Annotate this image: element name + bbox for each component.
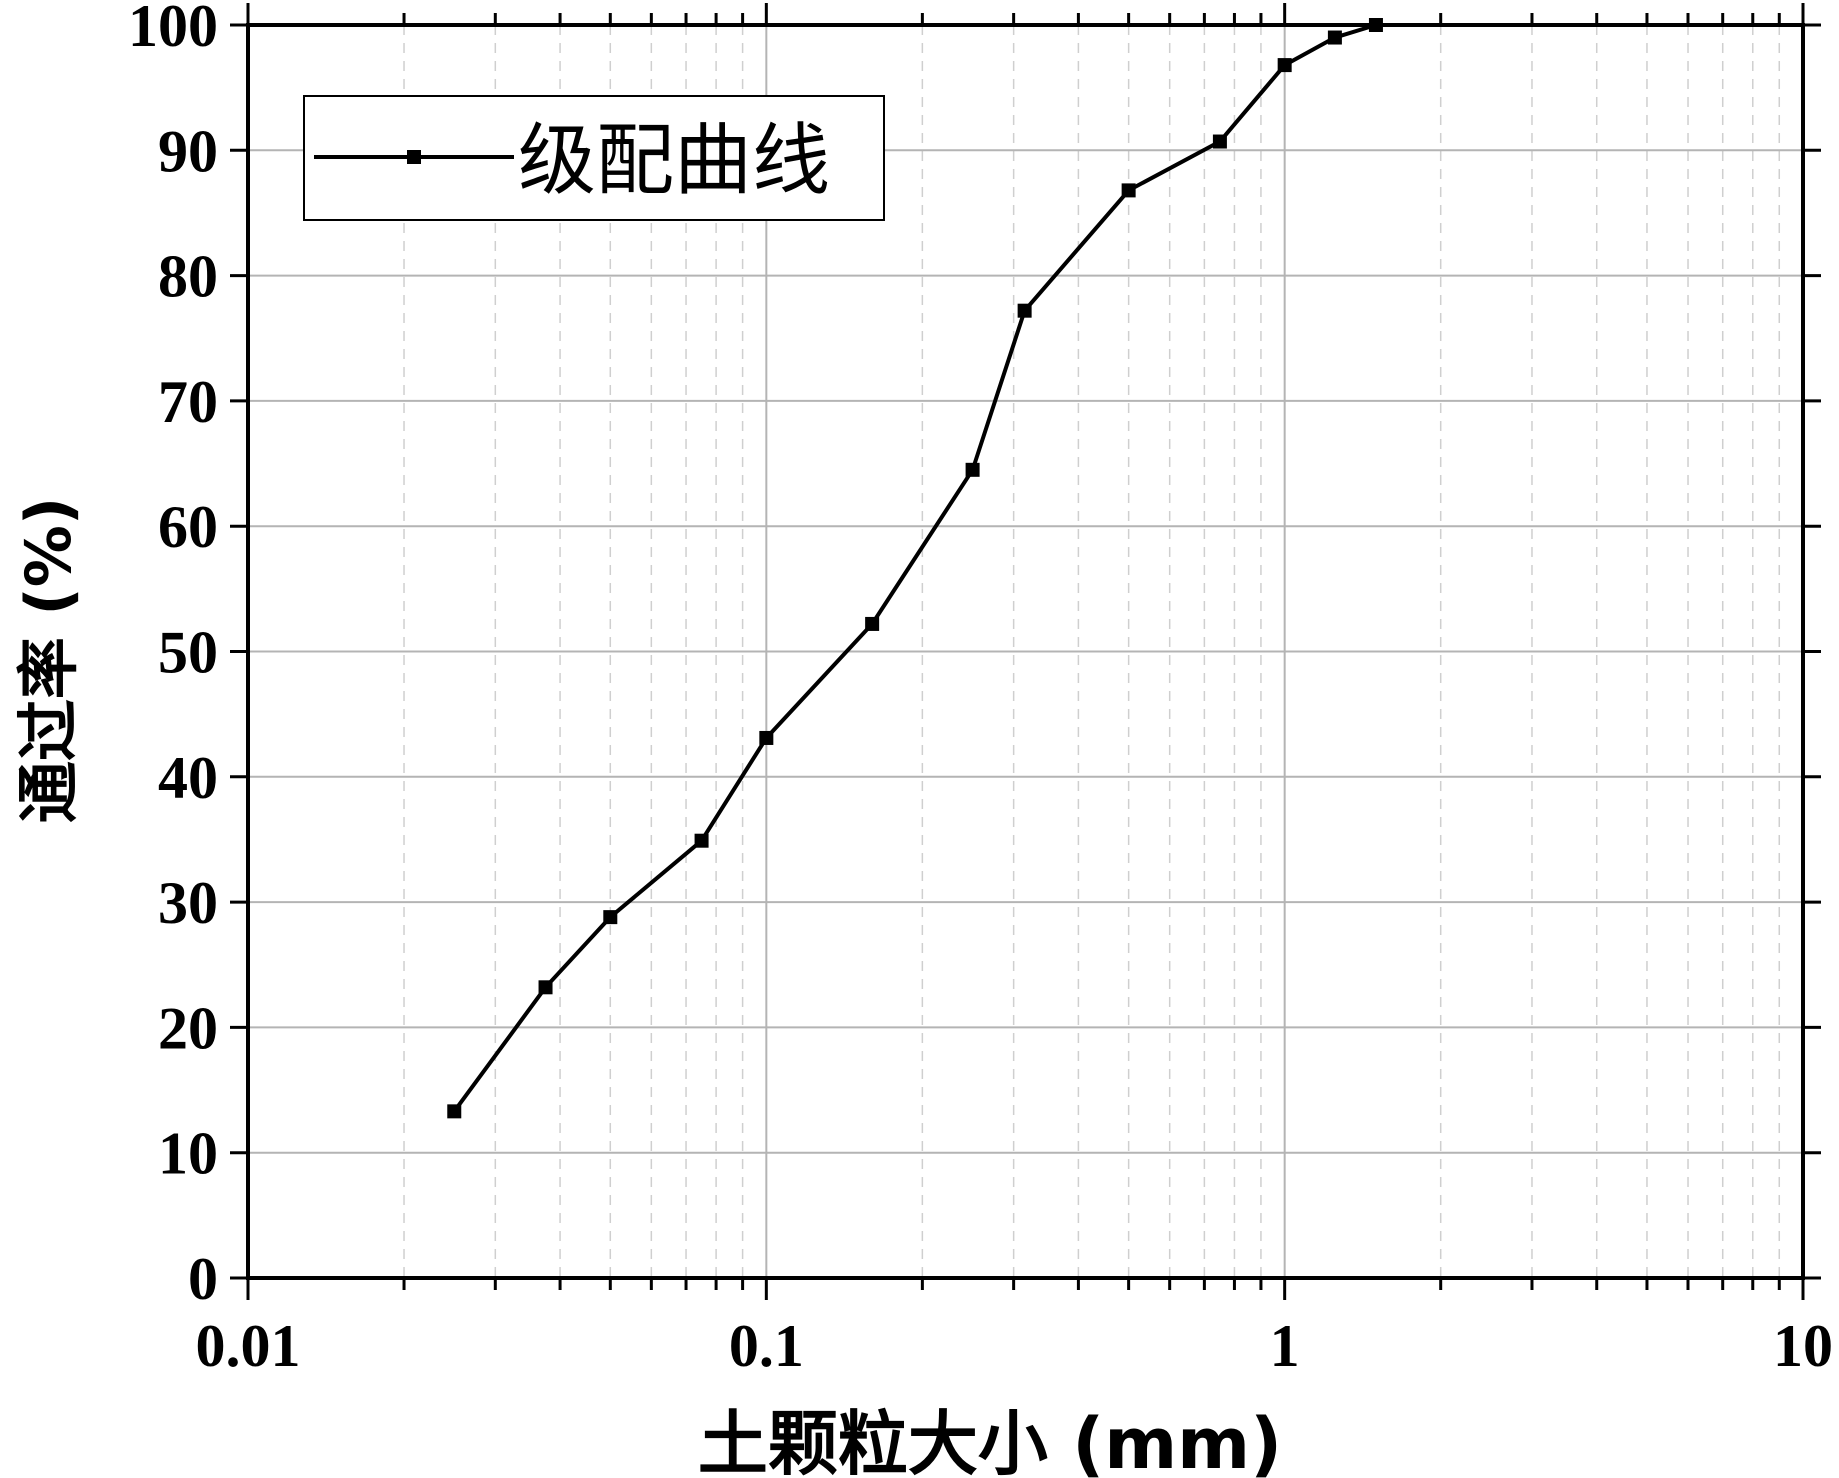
y-tick-label: 90 xyxy=(158,118,218,184)
x-axis-label: 土颗粒大小 (mm) xyxy=(698,1403,1282,1478)
data-point xyxy=(1277,58,1292,73)
legend-label: 级配曲线 xyxy=(518,116,830,206)
y-tick-label: 30 xyxy=(158,870,218,936)
data-point xyxy=(965,462,980,477)
y-tick-label: 0 xyxy=(188,1246,218,1312)
data-point xyxy=(447,1104,462,1119)
series-layer xyxy=(447,18,1383,1119)
legend: 级配曲线 xyxy=(303,95,885,221)
y-tick-label: 100 xyxy=(128,0,218,59)
data-point xyxy=(865,616,880,631)
y-axis-label: 通过率 (%) xyxy=(12,497,85,823)
y-tick-label: 10 xyxy=(158,1121,218,1187)
data-point xyxy=(694,833,709,848)
y-tick-label: 60 xyxy=(158,494,218,560)
y-tick-label: 40 xyxy=(158,745,218,811)
axes xyxy=(230,3,1821,1300)
data-point xyxy=(1212,134,1227,149)
y-tick-label: 20 xyxy=(158,995,218,1061)
x-tick-label: 0.01 xyxy=(196,1313,301,1379)
x-tick-label: 0.1 xyxy=(729,1313,804,1379)
y-tick-label: 80 xyxy=(158,244,218,310)
y-tick-label: 70 xyxy=(158,369,218,435)
y-tick-label: 50 xyxy=(158,620,218,686)
legend-marker xyxy=(407,150,421,164)
grid xyxy=(248,25,1803,1278)
data-point xyxy=(1017,303,1032,318)
data-point xyxy=(603,910,618,925)
data-point xyxy=(538,980,553,995)
x-tick-label: 10 xyxy=(1773,1313,1833,1379)
data-point xyxy=(1327,30,1342,45)
data-point xyxy=(1121,183,1136,198)
x-tick-label: 1 xyxy=(1270,1313,1300,1379)
data-point xyxy=(759,730,774,745)
